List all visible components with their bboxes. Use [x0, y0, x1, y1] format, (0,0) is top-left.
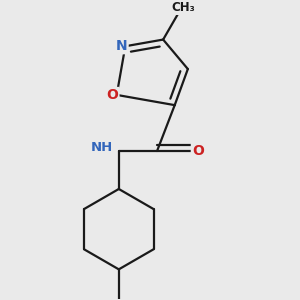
Text: N: N: [116, 39, 128, 53]
Text: CH₃: CH₃: [172, 1, 195, 14]
Text: O: O: [192, 144, 204, 158]
Text: O: O: [106, 88, 119, 102]
Text: NH: NH: [90, 141, 112, 154]
